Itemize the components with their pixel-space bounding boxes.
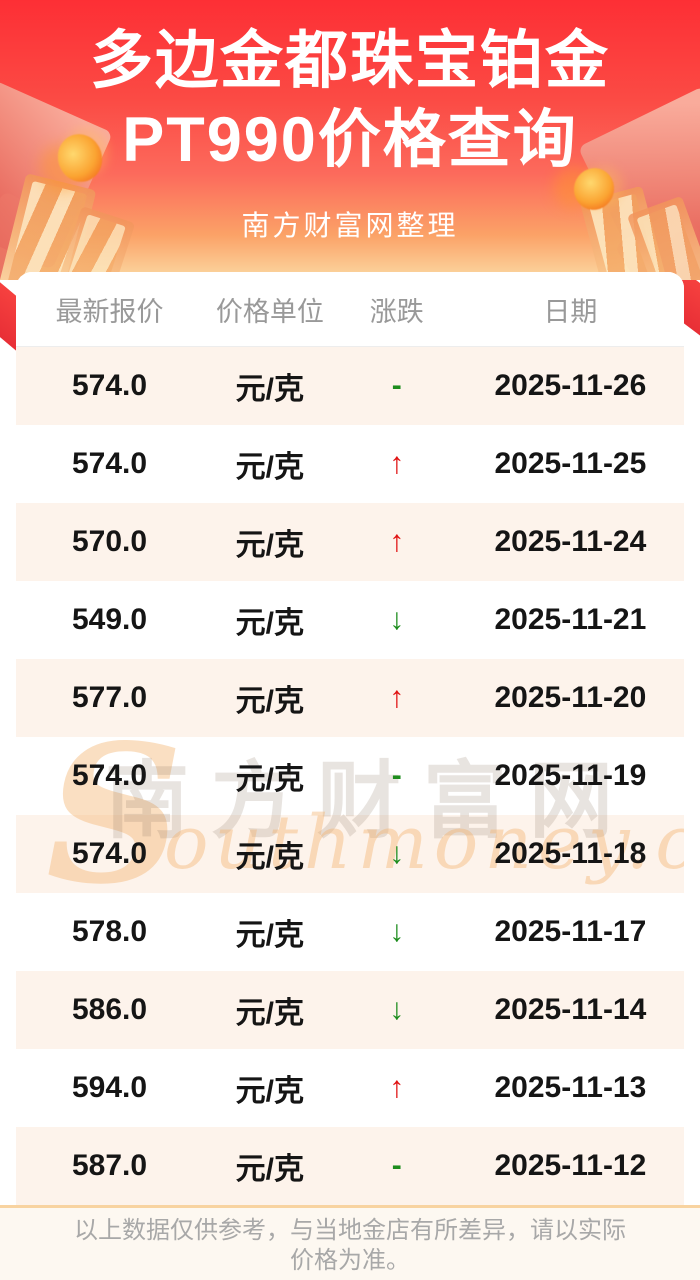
unit-cell: 元/克: [235, 529, 304, 562]
unit-cell: 元/克: [235, 451, 304, 484]
price-cell: 577.0: [71, 681, 148, 714]
change-arrow-icon: ↑: [389, 525, 405, 558]
change-arrow-icon: -: [391, 369, 402, 402]
change-cell: ↑: [337, 525, 457, 559]
unit-cell: 元/克: [235, 763, 304, 796]
unit-cell: 元/克: [235, 997, 304, 1030]
table-row: 586.0 元/克 ↓ 2025-11-14: [16, 971, 684, 1049]
hero-banner: 多边金都珠宝铂金 PT990价格查询 南方财富网整理: [0, 0, 700, 280]
table-row: 574.0 元/克 ↑ 2025-11-25: [16, 425, 684, 503]
column-header-price: 最新报价: [55, 296, 164, 327]
page-title-line2: PT990价格查询: [122, 105, 578, 175]
change-arrow-icon: ↓: [389, 993, 405, 1026]
change-cell: -: [337, 369, 457, 403]
column-header-date: 日期: [543, 296, 598, 327]
date-cell: 2025-11-13: [494, 1071, 647, 1104]
unit-cell: 元/克: [235, 607, 304, 640]
price-cell: 594.0: [71, 1071, 148, 1104]
date-cell: 2025-11-19: [494, 759, 647, 792]
unit-cell: 元/克: [235, 685, 304, 718]
price-cell: 574.0: [71, 369, 148, 402]
date-cell: 2025-11-21: [494, 603, 647, 636]
change-cell: ↑: [337, 681, 457, 715]
unit-cell: 元/克: [235, 841, 304, 874]
change-cell: ↓: [337, 603, 457, 637]
table-row: 578.0 元/克 ↓ 2025-11-17: [16, 893, 684, 971]
date-cell: 2025-11-26: [494, 369, 647, 402]
change-arrow-icon: ↑: [389, 447, 405, 480]
change-cell: ↓: [337, 837, 457, 871]
table-row: 594.0 元/克 ↑ 2025-11-13: [16, 1049, 684, 1127]
unit-cell: 元/克: [235, 1075, 304, 1108]
change-arrow-icon: ↓: [389, 837, 405, 870]
change-cell: -: [337, 759, 457, 793]
date-cell: 2025-11-25: [494, 447, 647, 480]
change-cell: ↑: [337, 447, 457, 481]
price-cell: 574.0: [71, 837, 148, 870]
date-cell: 2025-11-20: [494, 681, 647, 714]
change-arrow-icon: ↓: [389, 603, 405, 636]
change-cell: -: [337, 1149, 457, 1183]
table-body: 574.0 元/克 - 2025-11-26 574.0 元/克 ↑ 2025-…: [16, 347, 684, 1205]
price-cell: 549.0: [71, 603, 148, 636]
footer-disclaimer: 以上数据仅供参考，与当地金店有所差异，请以实际价格为准。: [0, 1205, 700, 1280]
page-title-line1: 多边金都珠宝铂金: [90, 26, 610, 96]
date-cell: 2025-11-14: [494, 993, 647, 1026]
date-cell: 2025-11-12: [494, 1149, 647, 1182]
price-cell: 587.0: [71, 1149, 148, 1182]
change-arrow-icon: ↑: [389, 681, 405, 714]
column-header-unit: 价格单位: [215, 296, 324, 327]
price-cell: 574.0: [71, 447, 148, 480]
unit-cell: 元/克: [235, 919, 304, 952]
price-cell: 586.0: [71, 993, 148, 1026]
table-row: 587.0 元/克 - 2025-11-12: [16, 1127, 684, 1205]
change-arrow-icon: ↑: [389, 1071, 405, 1104]
price-table-card: S 南方财富网 outhmoney.com 最新报价 价格单位 涨跌 日期 57…: [16, 272, 684, 1205]
date-cell: 2025-11-24: [494, 525, 647, 558]
column-header-change: 涨跌: [369, 296, 424, 327]
page-subtitle: 南方财富网整理: [241, 210, 459, 241]
date-cell: 2025-11-18: [494, 837, 647, 870]
change-cell: ↓: [337, 993, 457, 1027]
change-arrow-icon: -: [391, 759, 402, 792]
table-header-row: 最新报价 价格单位 涨跌 日期: [16, 272, 684, 347]
unit-cell: 元/克: [235, 1153, 304, 1186]
unit-cell: 元/克: [235, 373, 304, 406]
change-cell: ↑: [337, 1071, 457, 1105]
change-arrow-icon: ↓: [389, 915, 405, 948]
price-cell: 574.0: [71, 759, 148, 792]
hero-section: 多边金都珠宝铂金 PT990价格查询 南方财富网整理: [0, 0, 700, 369]
change-arrow-icon: -: [391, 1149, 402, 1182]
price-cell: 570.0: [71, 525, 148, 558]
table-row: 570.0 元/克 ↑ 2025-11-24: [16, 503, 684, 581]
table-row: 574.0 元/克 - 2025-11-26: [16, 347, 684, 425]
table-row: 574.0 元/克 - 2025-11-19: [16, 737, 684, 815]
table-row: 574.0 元/克 ↓ 2025-11-18: [16, 815, 684, 893]
hero-titles: 多边金都珠宝铂金 PT990价格查询 南方财富网整理: [0, 0, 700, 244]
table-row: 577.0 元/克 ↑ 2025-11-20: [16, 659, 684, 737]
date-cell: 2025-11-17: [494, 915, 647, 948]
change-cell: ↓: [337, 915, 457, 949]
table-row: 549.0 元/克 ↓ 2025-11-21: [16, 581, 684, 659]
price-cell: 578.0: [71, 915, 148, 948]
